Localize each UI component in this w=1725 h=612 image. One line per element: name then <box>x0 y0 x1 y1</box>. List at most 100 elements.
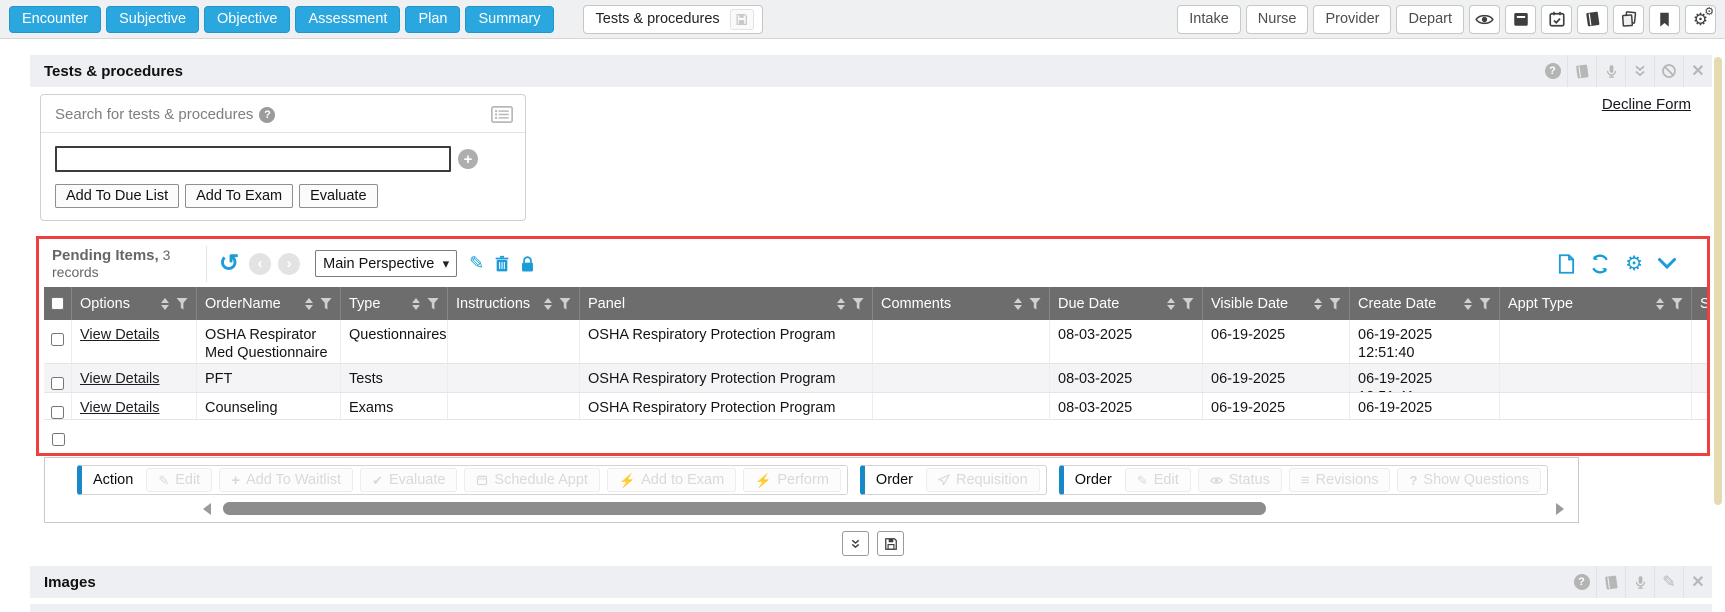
view-details-link[interactable]: View Details <box>80 327 160 343</box>
column-header-visible-date[interactable]: Visible Date <box>1203 287 1350 320</box>
lock-icon[interactable] <box>520 255 535 273</box>
filter-icon[interactable] <box>320 297 332 310</box>
column-header-instructions[interactable]: Instructions <box>448 287 580 320</box>
requisition-button[interactable]: Requisition <box>926 468 1040 492</box>
filter-icon[interactable] <box>1479 297 1491 310</box>
list-icon[interactable] <box>491 106 513 123</box>
intake-button[interactable]: Intake <box>1177 4 1241 34</box>
pencil-icon[interactable]: ✎ <box>469 253 485 273</box>
sort-icon[interactable] <box>1656 297 1664 310</box>
tab-plan[interactable]: Plan <box>405 5 461 33</box>
next-circle-icon[interactable]: › <box>278 252 301 275</box>
save-icon[interactable] <box>729 8 754 30</box>
gear-icon[interactable]: ⚙ <box>1625 252 1643 275</box>
book-icon[interactable] <box>1577 4 1608 34</box>
horizontal-scrollbar-thumb[interactable] <box>223 502 1266 515</box>
edit-button[interactable]: ✎ Edit <box>1124 468 1191 492</box>
perform-button[interactable]: ⚡ Perform <box>743 468 841 492</box>
new-document-icon[interactable] <box>1558 253 1575 274</box>
settings-gears-icon[interactable]: ⚙ ⚙ <box>1685 4 1716 34</box>
trash-icon[interactable] <box>494 255 510 273</box>
help-icon[interactable]: ? <box>1538 55 1567 87</box>
calendar-check-icon[interactable] <box>1541 4 1572 34</box>
row-checkbox[interactable] <box>51 405 64 419</box>
filter-icon[interactable] <box>1029 297 1041 310</box>
archive-icon[interactable] <box>1505 4 1536 34</box>
add-to-waitlist-button[interactable]: + Add To Waitlist <box>219 468 354 492</box>
help-icon[interactable]: ? <box>259 106 276 123</box>
eye-icon[interactable] <box>1469 4 1500 34</box>
sort-icon[interactable] <box>1167 297 1175 310</box>
revisions-button[interactable]: ≡ Revisions <box>1288 468 1391 492</box>
perspective-select[interactable]: Main Perspective ▾ <box>315 250 458 277</box>
add-plus-icon[interactable]: + <box>458 149 478 169</box>
filter-icon[interactable] <box>176 297 188 310</box>
filter-icon[interactable] <box>1329 297 1341 310</box>
row-checkbox[interactable] <box>51 332 64 347</box>
column-header-comments[interactable]: Comments <box>873 287 1050 320</box>
double-chevron-down-icon[interactable] <box>842 531 869 556</box>
sort-icon[interactable] <box>412 297 420 310</box>
book-icon[interactable] <box>1567 55 1596 87</box>
add-to-exam-button[interactable]: ⚡ Add to Exam <box>606 468 737 492</box>
add-to-due-list-button[interactable]: Add To Due List <box>55 184 180 208</box>
row-checkbox[interactable] <box>51 376 64 391</box>
microphone-icon[interactable] <box>1625 566 1654 598</box>
column-header-ordername[interactable]: OrderName <box>197 287 341 320</box>
scroll-left-arrow-icon[interactable] <box>203 503 211 515</box>
bookmark-icon[interactable] <box>1649 4 1680 34</box>
column-header-panel[interactable]: Panel <box>580 287 873 320</box>
tab-subjective[interactable]: Subjective <box>106 5 200 33</box>
tab-summary[interactable]: Summary <box>465 5 554 33</box>
sort-icon[interactable] <box>1014 297 1022 310</box>
provider-button[interactable]: Provider <box>1313 4 1392 34</box>
sort-icon[interactable] <box>1464 297 1472 310</box>
prev-circle-icon[interactable]: ‹ <box>249 252 272 275</box>
scroll-right-arrow-icon[interactable] <box>1556 503 1564 515</box>
chevron-down-icon[interactable] <box>1658 257 1676 271</box>
vertical-scrollbar[interactable] <box>1714 57 1722 505</box>
close-icon[interactable]: ✕ <box>1683 55 1712 87</box>
save-icon[interactable] <box>877 531 904 556</box>
column-header-truncated[interactable]: S <box>1700 295 1710 312</box>
show-questions-button[interactable]: ? Show Questions <box>1397 468 1542 492</box>
edit-button[interactable]: ✎ Edit <box>146 468 213 492</box>
filter-icon[interactable] <box>852 297 864 310</box>
view-details-link[interactable]: View Details <box>80 400 160 416</box>
evaluate-button[interactable]: ✔ Evaluate <box>360 468 458 492</box>
column-header-options[interactable]: Options <box>72 287 197 320</box>
select-all-checkbox[interactable] <box>51 296 64 311</box>
help-icon[interactable]: ? <box>1567 566 1596 598</box>
close-icon[interactable]: ✕ <box>1683 566 1712 598</box>
pencil-icon[interactable]: ✎ <box>1654 566 1683 598</box>
horizontal-scrollbar[interactable] <box>203 501 1564 517</box>
tab-encounter[interactable]: Encounter <box>9 5 102 33</box>
sort-icon[interactable] <box>305 297 313 310</box>
column-header-create-date[interactable]: Create Date <box>1350 287 1500 320</box>
filter-icon[interactable] <box>1182 297 1194 310</box>
undo-icon[interactable]: ↺ <box>219 249 240 277</box>
row-checkbox[interactable] <box>51 432 65 446</box>
status-button[interactable]: Status <box>1197 468 1282 492</box>
filter-icon[interactable] <box>559 297 571 310</box>
tab-objective[interactable]: Objective <box>204 5 291 33</box>
tab-assessment[interactable]: Assessment <box>295 5 401 33</box>
column-header-appt-type[interactable]: Appt Type <box>1500 287 1692 320</box>
column-header-due-date[interactable]: Due Date <box>1050 287 1203 320</box>
evaluate-button[interactable]: Evaluate <box>299 184 378 208</box>
filter-icon[interactable] <box>427 297 439 310</box>
sort-icon[interactable] <box>544 297 552 310</box>
add-to-exam-button[interactable]: Add To Exam <box>185 184 294 208</box>
book-icon[interactable] <box>1596 566 1625 598</box>
refresh-icon[interactable] <box>1590 254 1610 274</box>
sort-icon[interactable] <box>1314 297 1322 310</box>
microphone-icon[interactable] <box>1596 55 1625 87</box>
tab-tests-procedures-active[interactable]: Tests & procedures <box>582 4 763 34</box>
sort-icon[interactable] <box>161 297 169 310</box>
double-chevron-down-icon[interactable] <box>1625 55 1654 87</box>
horizontal-scrollbar-track[interactable] <box>215 502 1552 516</box>
copy-icon[interactable] <box>1613 4 1644 34</box>
block-icon[interactable] <box>1654 55 1683 87</box>
search-input[interactable] <box>55 146 451 172</box>
nurse-button[interactable]: Nurse <box>1245 4 1309 34</box>
